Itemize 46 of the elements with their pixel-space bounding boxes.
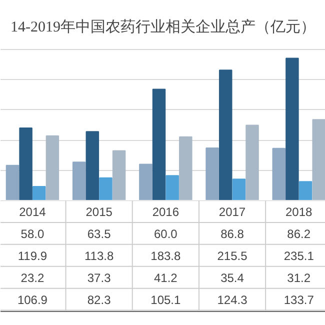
data-label: 86.2 — [287, 226, 311, 241]
bar — [152, 88, 166, 200]
bar — [139, 164, 152, 200]
data-label: 133.7 — [284, 292, 314, 307]
bar — [232, 178, 246, 200]
bar — [72, 162, 86, 200]
x-tick-label: 2015 — [86, 204, 113, 219]
bar — [166, 175, 179, 200]
data-label: 82.3 — [87, 292, 112, 307]
bar — [246, 124, 259, 200]
bar — [46, 135, 60, 200]
x-tick-label: 2017 — [218, 204, 246, 219]
bar — [112, 150, 126, 200]
x-tick-label: 2018 — [286, 204, 313, 219]
data-label: 124.3 — [217, 292, 248, 307]
data-label: 119.9 — [18, 248, 48, 263]
data-label: 105.1 — [150, 292, 182, 307]
bar — [206, 147, 219, 200]
bar — [286, 58, 299, 200]
chart-title: 14-2019年中国农药行业相关企业总产（亿元） — [10, 18, 316, 36]
data-label: 23.2 — [20, 270, 44, 285]
bar — [272, 148, 286, 200]
bar — [99, 177, 112, 200]
bar — [218, 70, 232, 200]
x-tick-label: 2014 — [19, 204, 46, 219]
bar — [298, 181, 312, 200]
data-label: 215.5 — [217, 248, 248, 263]
data-label: 58.0 — [20, 226, 44, 241]
data-label: 60.0 — [154, 226, 178, 241]
data-label: 41.2 — [154, 270, 178, 285]
data-label: 35.4 — [220, 270, 244, 285]
data-label: 31.2 — [287, 270, 311, 285]
bar — [32, 186, 46, 200]
bar — [19, 127, 32, 200]
bar — [6, 164, 20, 200]
data-label: 183.8 — [150, 248, 182, 263]
data-label: 63.5 — [87, 226, 112, 241]
bar — [86, 131, 100, 200]
data-label: 37.3 — [87, 270, 112, 285]
data-label: 86.8 — [220, 226, 244, 241]
x-tick-label: 2016 — [152, 204, 180, 219]
data-label: 106.9 — [17, 292, 48, 307]
data-label: 113.8 — [84, 248, 114, 263]
bar — [312, 119, 325, 200]
bar — [179, 136, 192, 200]
data-label: 235.1 — [284, 248, 314, 263]
